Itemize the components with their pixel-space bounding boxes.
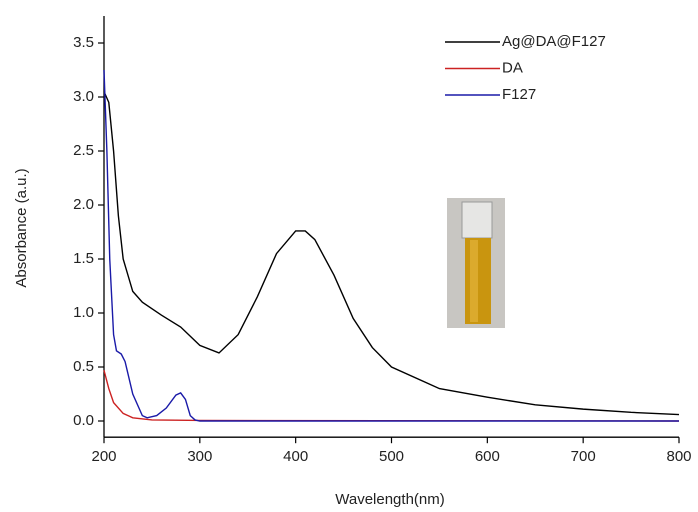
y-tick-label: 2.5 bbox=[73, 142, 94, 159]
x-tick-label: 800 bbox=[666, 448, 691, 465]
x-axis-label: Wavelength(nm) bbox=[335, 491, 444, 508]
y-tick-label: 0.5 bbox=[73, 358, 94, 375]
legend-label: F127 bbox=[502, 86, 536, 103]
inset-photo bbox=[447, 198, 505, 328]
x-tick-label: 700 bbox=[571, 448, 596, 465]
legend-label: DA bbox=[502, 59, 523, 76]
x-tick-label: 500 bbox=[379, 448, 404, 465]
y-tick-label: 3.0 bbox=[73, 88, 94, 105]
x-tick-label: 200 bbox=[91, 448, 116, 465]
y-tick-label: 3.5 bbox=[73, 34, 94, 51]
series-line bbox=[103, 91, 680, 416]
y-tick-label: 1.0 bbox=[73, 304, 94, 321]
y-tick-label: 0.0 bbox=[73, 412, 94, 429]
y-tick-label: 2.0 bbox=[73, 196, 94, 213]
y-tick-label: 1.5 bbox=[73, 250, 94, 267]
legend-label: Ag@DA@F127 bbox=[502, 33, 606, 50]
x-tick-label: 300 bbox=[187, 448, 212, 465]
series-line bbox=[103, 69, 679, 422]
y-axis-label: Absorbance (a.u.) bbox=[13, 168, 30, 287]
series-line bbox=[103, 370, 680, 422]
x-tick-label: 400 bbox=[283, 448, 308, 465]
x-tick-label: 600 bbox=[475, 448, 500, 465]
